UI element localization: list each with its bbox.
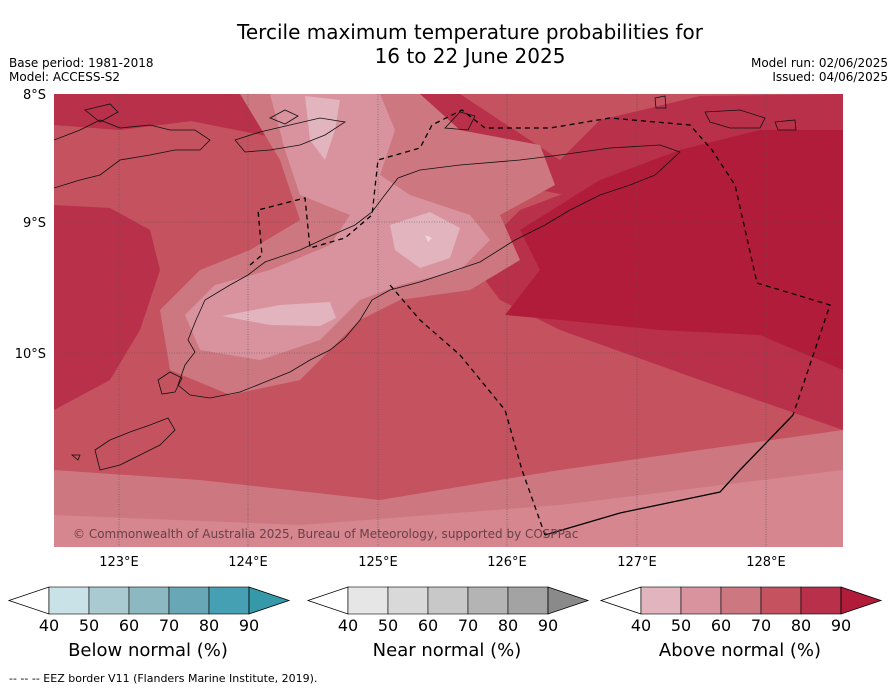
colorbar-below-tick-70: 70 [159, 616, 179, 635]
colorbar-above-segment-50 [680, 586, 722, 615]
colorbar-above-tick-80: 80 [791, 616, 811, 635]
colorbar-below-segment-60 [128, 586, 170, 615]
issued-date: Issued: 04/06/2025 [772, 70, 888, 84]
colorbar-above-tick-90: 90 [831, 616, 851, 635]
map-title: Tercile maximum temperature probabilitie… [150, 20, 790, 68]
field-peak [425, 235, 432, 242]
south-island-coast [94, 417, 176, 471]
colorbar-above-extend-high [840, 586, 883, 615]
colorbar-near-segment-60 [427, 586, 469, 615]
colorbar-above: 40 50 60 70 80 90 [599, 586, 883, 635]
colorbar-near-segment-80 [507, 586, 549, 615]
colorbar-near-tick-90: 90 [538, 616, 558, 635]
colorbar-above-segment-40 [640, 586, 682, 615]
legend-title-near: Near normal (%) [372, 640, 522, 661]
colorbar-near: 40 50 60 70 80 90 [306, 586, 590, 635]
lat-label-8s: 8°S [23, 88, 46, 103]
meta-right: Model run: 02/06/2025 Issued: 04/06/2025 [751, 56, 888, 84]
lon-label-123e: 123°E [99, 555, 139, 570]
colorbar-below-segment-40 [48, 586, 90, 615]
coastlines [54, 95, 797, 471]
model-name: Model: ACCESS-S2 [9, 70, 121, 84]
colorbar-below-tick-80: 80 [199, 616, 219, 635]
lat-label-9s: 9°S [23, 216, 46, 231]
colorbar-near-segment-50 [387, 586, 429, 615]
field-40-50-west [222, 302, 336, 326]
colorbar-above-tick-60: 60 [711, 616, 731, 635]
model-run: Model run: 02/06/2025 [750, 56, 888, 70]
maritime-boundary-solid [544, 414, 794, 536]
colorbar-below-tick-90: 90 [239, 616, 259, 635]
legend-colorbars: 40 50 60 70 80 90 40 50 60 70 80 90 40 50 60 70 80 90 [7, 586, 883, 635]
colorbar-below-segment-80 [208, 586, 250, 615]
alor-coast [234, 117, 347, 153]
colorbar-near-extend-high [547, 586, 590, 615]
title-line-2: 16 to 22 June 2025 [374, 44, 566, 68]
eez-footnote: -- -- -- EEZ border V11 (Flanders Marine… [9, 672, 318, 685]
colorbar-below-extend-low [7, 586, 50, 615]
colorbar-below-tick-50: 50 [79, 616, 99, 635]
field-50-60-south [54, 470, 843, 547]
eez-borders [249, 109, 831, 536]
eez-border-north [249, 109, 831, 416]
colorbar-above-segment-70 [760, 586, 802, 615]
colorbar-near-segment-70 [467, 586, 509, 615]
meta-left: Base period: 1981-2018 Model: ACCESS-S2 [9, 56, 154, 84]
colorbar-near-tick-50: 50 [378, 616, 398, 635]
east-island-2 [774, 119, 797, 131]
probability-field: © Commonwealth of Australia 2025, Bureau… [54, 94, 843, 547]
colorbar-below-segment-50 [88, 586, 130, 615]
field-40-50-north [305, 96, 340, 160]
legend-title-below: Below normal (%) [68, 640, 228, 661]
colorbar-near-tick-60: 60 [418, 616, 438, 635]
colorbar-near-tick-70: 70 [458, 616, 478, 635]
colorbar-below-tick-60: 60 [119, 616, 139, 635]
field-80-90-west [54, 205, 160, 410]
lon-label-126e: 126°E [487, 555, 527, 570]
lon-label-125e: 125°E [358, 555, 398, 570]
field-90-east [505, 130, 843, 370]
small-island-4 [70, 454, 81, 461]
north-islands-coast [54, 119, 211, 189]
wetar-fragment [444, 111, 476, 131]
colorbar-above-tick-40: 40 [631, 616, 651, 635]
field-50-60-central [185, 94, 490, 360]
colorbar-above-extend-low [599, 586, 642, 615]
colorbar-above-tick-70: 70 [751, 616, 771, 635]
gridlines [54, 94, 843, 547]
colorbar-above-segment-60 [720, 586, 762, 615]
eez-border-west [389, 284, 546, 536]
rote-coast [157, 371, 183, 395]
colorbar-above-segment-80 [800, 586, 842, 615]
lon-label-127e: 127°E [617, 555, 657, 570]
colorbar-near-tick-40: 40 [338, 616, 358, 635]
legend-title-above: Above normal (%) [658, 640, 822, 661]
copyright-credit: © Commonwealth of Australia 2025, Bureau… [73, 527, 578, 541]
colorbar-below-segment-70 [168, 586, 210, 615]
small-island-2 [269, 109, 299, 125]
colorbar-below: 40 50 60 70 80 90 [7, 586, 291, 635]
small-island-1 [84, 103, 119, 123]
lon-label-128e: 128°E [746, 555, 786, 570]
lat-label-10s: 10°S [15, 347, 46, 362]
colorbar-above-tick-50: 50 [671, 616, 691, 635]
colorbar-below-tick-40: 40 [39, 616, 59, 635]
colorbar-below-extend-high [248, 586, 291, 615]
timor-island-coast [177, 144, 681, 399]
east-island-1 [704, 109, 766, 129]
colorbar-near-extend-low [306, 586, 349, 615]
base-period: Base period: 1981-2018 [9, 56, 154, 70]
colorbar-near-tick-80: 80 [498, 616, 518, 635]
field-40-50-center [390, 212, 460, 268]
small-island-3 [654, 95, 667, 109]
lon-label-124e: 124°E [228, 555, 268, 570]
colorbar-near-segment-40 [347, 586, 389, 615]
title-line-1: Tercile maximum temperature probabilitie… [237, 20, 703, 44]
